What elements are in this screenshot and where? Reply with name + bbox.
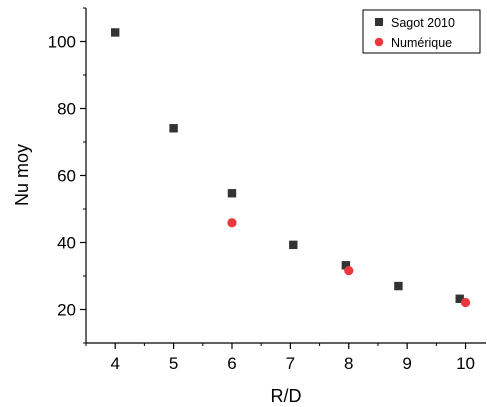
y-tick-label: 40 (57, 234, 76, 253)
numerique-point (344, 266, 354, 276)
sagot-point (169, 124, 178, 133)
sagot-point (455, 294, 464, 303)
x-axis-title: R/D (271, 386, 302, 406)
legend-marker-sagot (375, 18, 383, 26)
legend-label-sagot: Sagot 2010 (391, 16, 455, 30)
x-tick-label: 8 (344, 354, 353, 373)
axes (85, 8, 486, 344)
y-ticks: 20 40 60 80 100 (48, 7, 86, 344)
sagot-point (289, 240, 298, 250)
y-axis-title: Nu moy (12, 144, 32, 206)
y-tick-label: 80 (57, 100, 76, 119)
numerique-point (460, 297, 471, 308)
x-tick-label: 6 (227, 354, 236, 373)
data-points (110, 28, 471, 308)
legend-box (362, 9, 481, 54)
x-tick-label: 10 (456, 354, 475, 373)
legend: Sagot 2010 Numérique (362, 9, 481, 54)
x-tick-label: 9 (402, 354, 411, 373)
x-tick-label: 7 (286, 354, 295, 373)
x-tick-label: 5 (169, 354, 178, 373)
sagot-point (341, 261, 351, 270)
y-tick-label: 60 (57, 167, 76, 186)
x-ticks: 4 5 6 7 8 9 10 (85, 343, 475, 373)
y-tick-label: 20 (57, 301, 76, 320)
legend-marker-numerique (374, 37, 384, 47)
legend-label-numerique: Numérique (391, 36, 452, 50)
numerique-point (227, 218, 237, 228)
sagot-point (110, 28, 120, 37)
y-tick-label: 100 (48, 33, 76, 52)
sagot-point (394, 281, 403, 291)
sagot-point (227, 189, 237, 198)
x-tick-label: 4 (110, 354, 119, 373)
